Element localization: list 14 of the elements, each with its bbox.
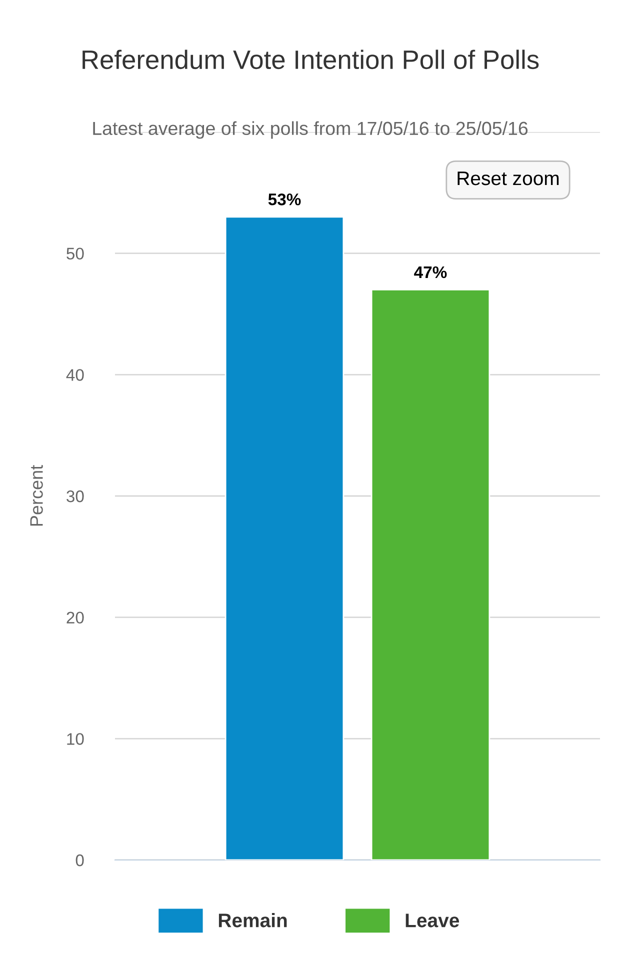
chart-title: Referendum Vote Intention Poll of Polls <box>82 50 539 70</box>
data-label: 47% <box>414 266 447 278</box>
y-tick-label: 0 <box>76 854 84 866</box>
chart-subtitle: Latest average of six polls from 17/05/16 to 25/05/16 <box>93 121 528 139</box>
legend-label: Remain <box>218 913 287 928</box>
y-tick-label: 20 <box>66 612 84 624</box>
y-axis-title: Percent <box>30 465 43 526</box>
y-tick-label: 50 <box>66 248 84 260</box>
annotation: Reset zoom <box>458 172 559 186</box>
y-tick-label: 30 <box>66 490 84 502</box>
y-tick-label: 10 <box>67 733 84 745</box>
legend-label: Leave <box>406 914 460 928</box>
y-tick-label: 40 <box>66 369 84 381</box>
data-label: 53% <box>268 194 301 206</box>
